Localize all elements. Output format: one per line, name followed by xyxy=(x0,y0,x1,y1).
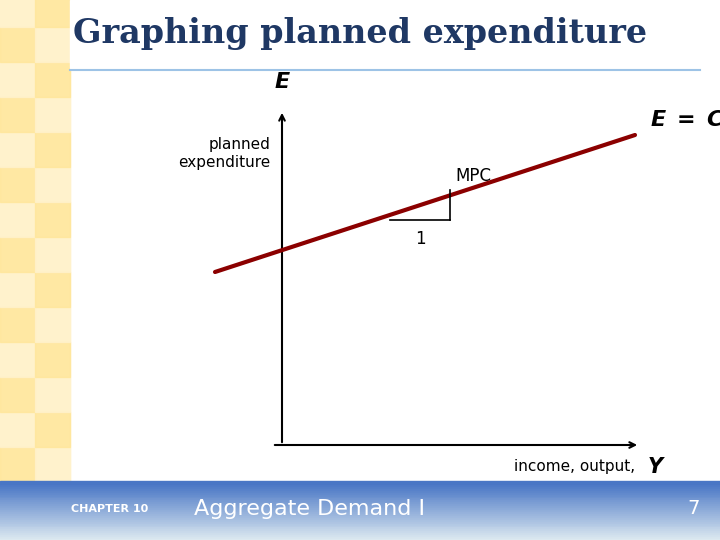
Text: 7: 7 xyxy=(688,500,700,518)
Bar xyxy=(0,0,35,482)
Text: 1: 1 xyxy=(415,230,426,248)
Bar xyxy=(0,492,720,496)
Bar xyxy=(35,237,70,272)
Bar xyxy=(0,487,720,490)
Bar xyxy=(0,498,720,501)
Bar xyxy=(0,528,720,530)
Bar xyxy=(0,237,35,272)
Text: E: E xyxy=(274,72,289,92)
Bar xyxy=(0,483,720,486)
Bar xyxy=(0,506,720,509)
Bar xyxy=(0,342,35,377)
Bar xyxy=(35,0,70,482)
Bar xyxy=(0,62,35,97)
Text: Graphing planned expenditure: Graphing planned expenditure xyxy=(73,17,647,51)
Bar xyxy=(0,535,720,538)
Text: CHAPTER 10: CHAPTER 10 xyxy=(71,504,148,514)
Bar xyxy=(0,522,720,524)
Bar xyxy=(0,537,720,540)
Bar xyxy=(0,524,720,526)
Text: planned: planned xyxy=(208,138,270,152)
Text: Y: Y xyxy=(647,457,662,477)
Bar xyxy=(0,510,720,513)
Bar xyxy=(35,97,70,132)
Bar xyxy=(35,342,70,377)
Bar xyxy=(0,27,35,62)
Bar xyxy=(0,97,35,132)
Bar xyxy=(0,504,720,507)
Text: Aggregate Demand I: Aggregate Demand I xyxy=(194,499,426,519)
Bar xyxy=(35,272,70,307)
Text: income, output,: income, output, xyxy=(514,460,635,475)
Bar xyxy=(0,516,720,519)
Bar xyxy=(0,485,720,488)
Bar xyxy=(35,447,70,482)
Bar xyxy=(35,62,70,97)
Bar xyxy=(0,529,720,532)
Bar xyxy=(35,202,70,237)
Bar xyxy=(0,518,720,521)
Bar xyxy=(70,0,720,68)
Bar xyxy=(0,167,35,202)
Bar xyxy=(0,501,720,503)
Bar xyxy=(0,512,720,515)
Bar xyxy=(0,496,720,500)
Bar xyxy=(0,491,720,494)
Text: MPC: MPC xyxy=(455,167,491,185)
Bar xyxy=(0,531,720,534)
Bar xyxy=(0,519,720,523)
Bar xyxy=(0,272,35,307)
Bar xyxy=(0,508,720,511)
Bar xyxy=(0,132,35,167)
Bar xyxy=(0,514,720,517)
Bar xyxy=(0,377,35,412)
Bar xyxy=(0,525,720,529)
Text: expenditure: expenditure xyxy=(178,154,270,170)
Bar xyxy=(35,377,70,412)
Bar xyxy=(35,132,70,167)
Bar xyxy=(35,167,70,202)
Bar xyxy=(0,447,35,482)
Bar xyxy=(0,533,720,536)
Bar xyxy=(0,412,35,447)
Bar xyxy=(0,502,720,505)
Bar xyxy=(0,0,35,27)
Bar xyxy=(35,27,70,62)
Bar xyxy=(0,481,720,484)
Bar xyxy=(35,0,70,27)
Bar xyxy=(35,412,70,447)
Bar xyxy=(0,202,35,237)
Bar xyxy=(0,489,720,491)
Text: $\bfit{E}\ \mathbf{=}\ \bfit{C}+\bfit{I}+\bfit{G}$: $\bfit{E}\ \mathbf{=}\ \bfit{C}+\bfit{I}… xyxy=(650,110,720,130)
Bar xyxy=(35,307,70,342)
Bar xyxy=(0,307,35,342)
Bar xyxy=(0,495,720,497)
